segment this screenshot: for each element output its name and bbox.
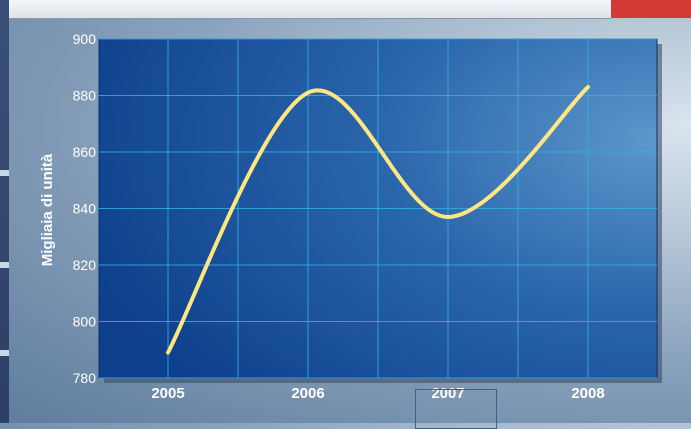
series-line: [166, 85, 590, 355]
left-strip-notch: [0, 350, 9, 356]
top-toolbar-strip: [9, 0, 611, 19]
y-tick-label: 880: [73, 88, 97, 104]
y-tick-label: 780: [73, 370, 97, 386]
y-axis-ticks: 780 800 820 840 860 880 900: [73, 31, 97, 386]
x-tick-label: 2006: [291, 385, 324, 402]
x-tick-label: 2008: [571, 385, 604, 402]
bottom-outline-box: [415, 389, 497, 429]
left-strip-notch: [0, 170, 9, 176]
y-tick-label: 800: [73, 314, 97, 330]
x-tick-label: 2005: [151, 385, 184, 402]
x-axis-ticks: 2005 2006 2007 2008: [151, 385, 604, 402]
y-axis-label: Migliaia di unità: [39, 153, 56, 266]
y-tick-label: 820: [73, 257, 97, 273]
left-strip-notch: [0, 262, 9, 268]
y-tick-label: 860: [73, 144, 97, 160]
y-tick-label: 840: [73, 201, 97, 217]
top-right-accent: [611, 0, 691, 18]
left-edge-strip: [0, 0, 9, 423]
y-tick-label: 900: [73, 31, 97, 47]
grid-lines: [99, 38, 657, 379]
